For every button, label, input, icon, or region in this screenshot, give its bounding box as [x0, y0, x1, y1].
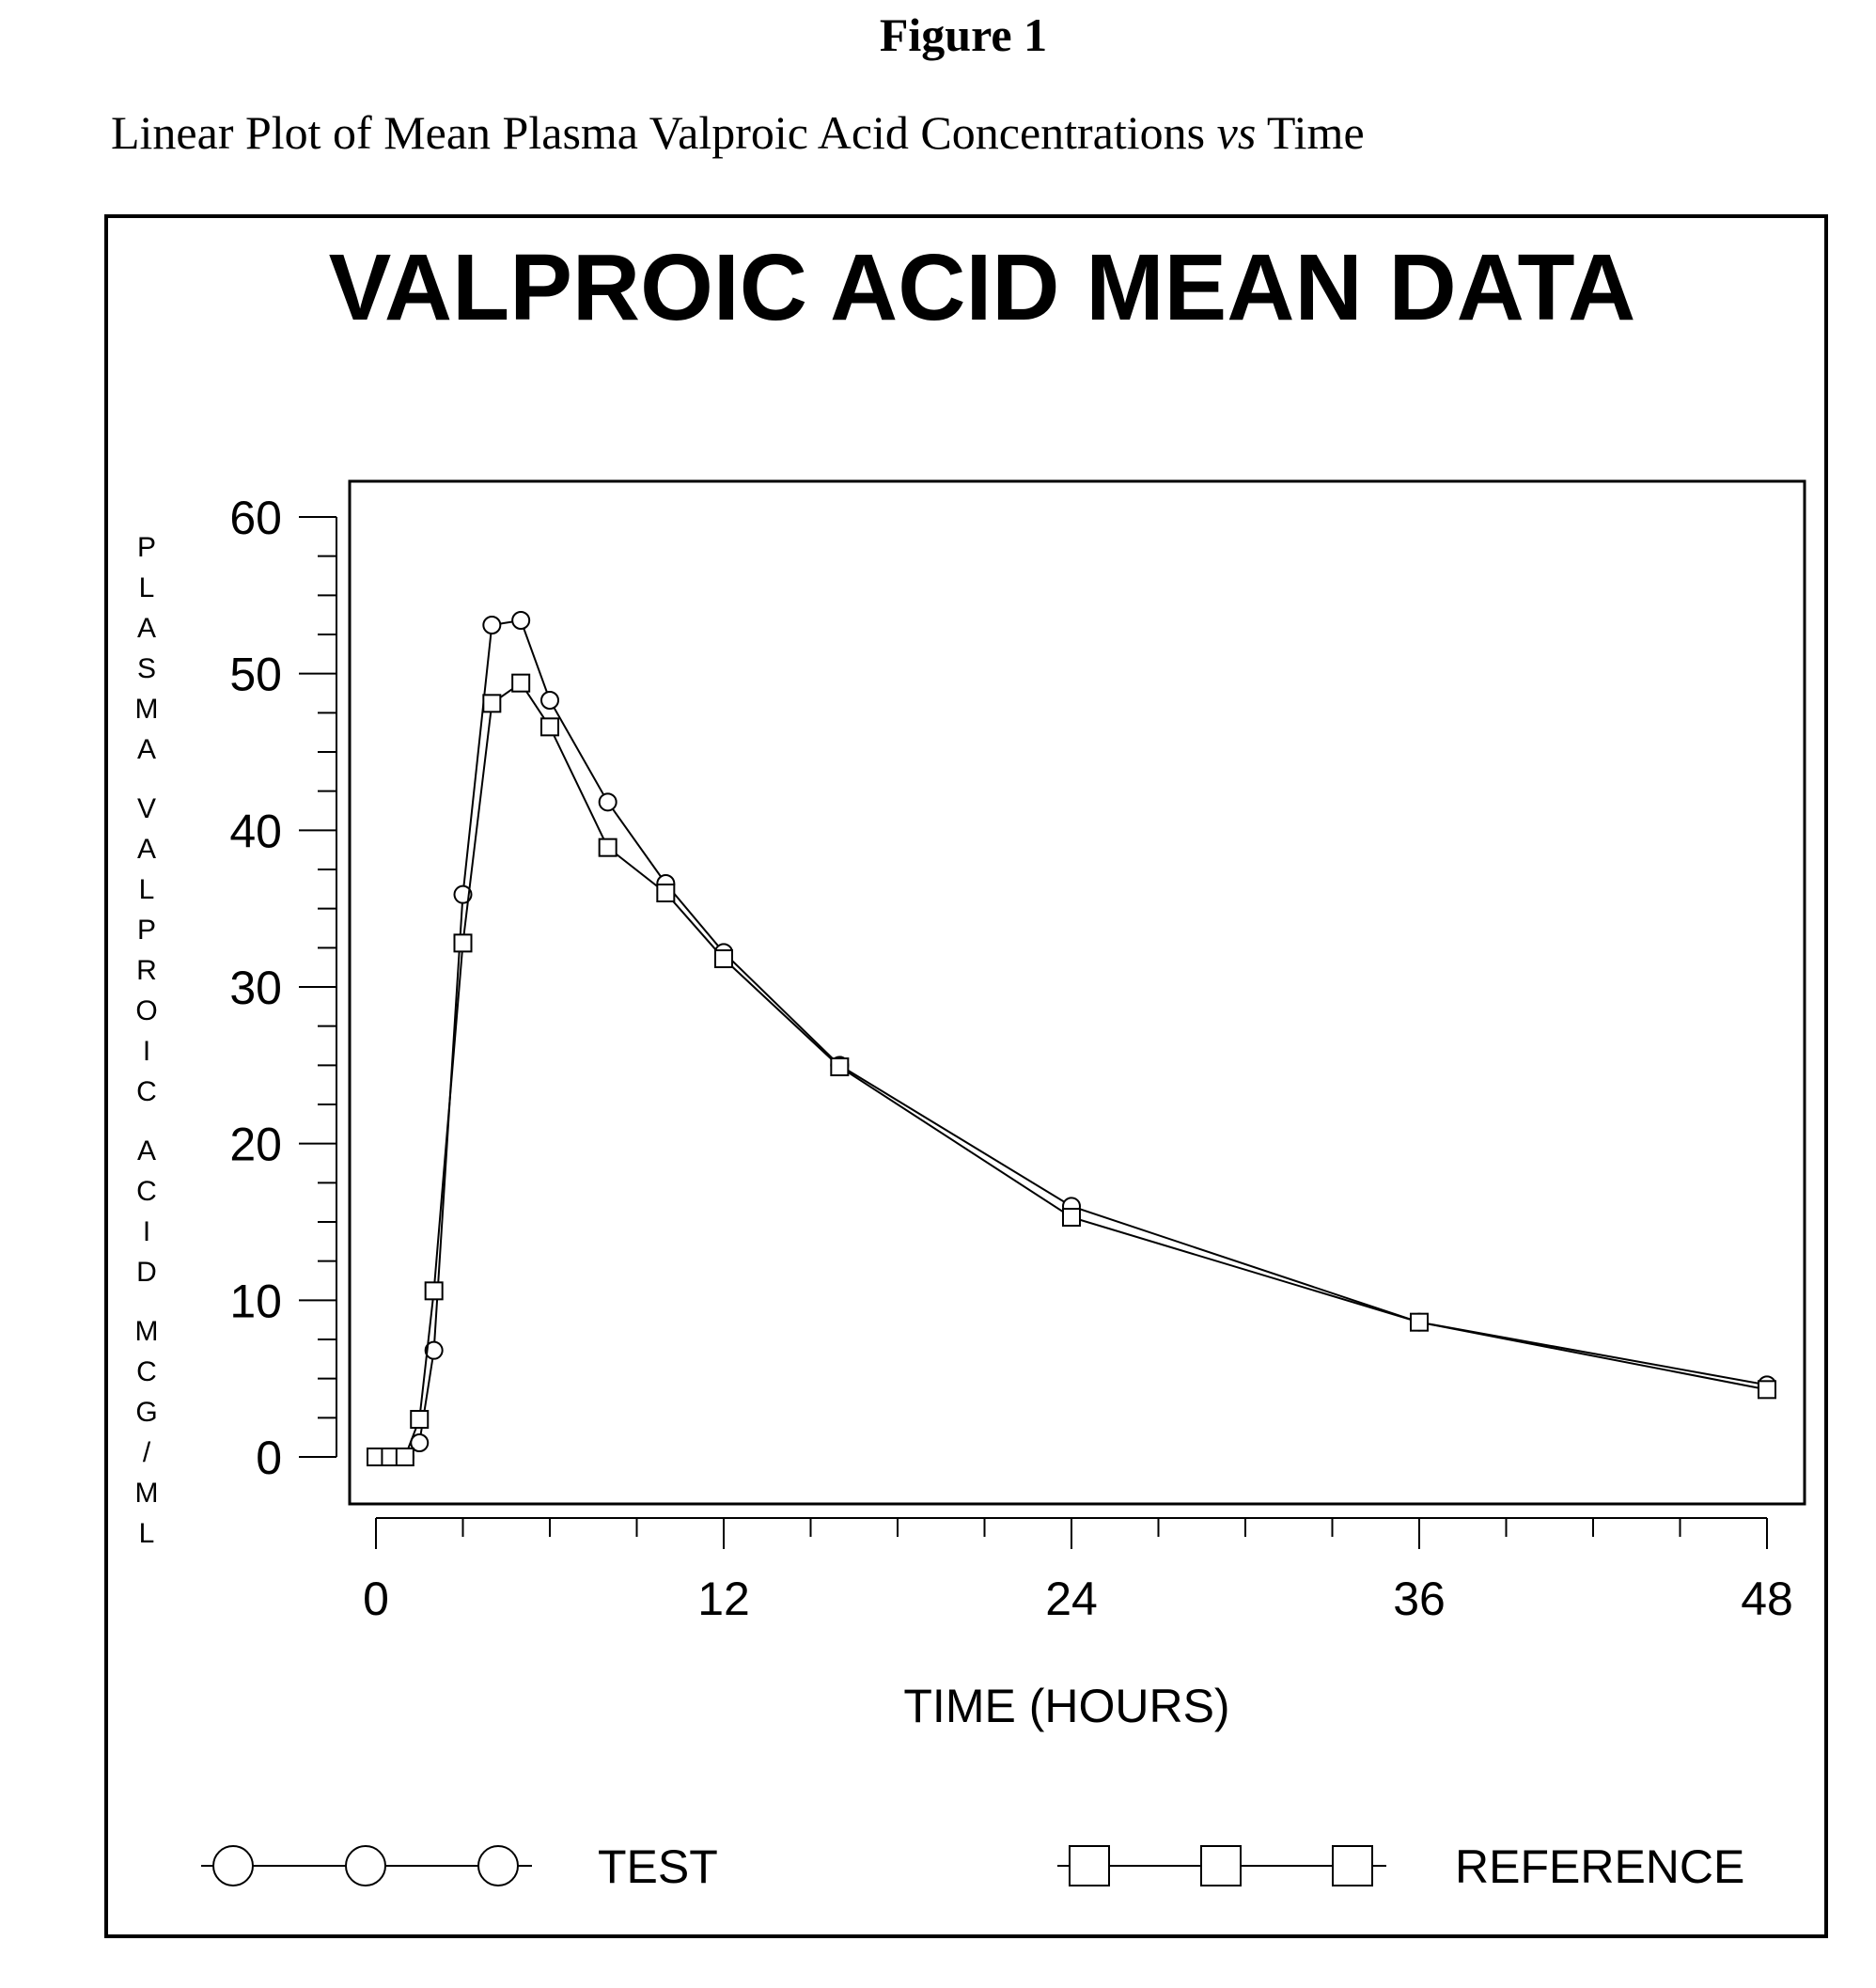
data-point — [598, 837, 618, 857]
y-tick-label: 50 — [229, 649, 282, 701]
caption-text-start: Linear Plot of Mean Plasma Valproic Acid… — [111, 106, 1217, 159]
y-axis-label-letter: I — [143, 1216, 150, 1247]
y-axis-label-letter: D — [136, 1257, 157, 1288]
chart-frame — [104, 214, 1828, 1938]
chart-title: VALPROIC ACID MEAN DATA — [329, 235, 1636, 340]
data-point — [656, 884, 676, 902]
data-point — [714, 949, 733, 968]
legend-marker — [1332, 1845, 1373, 1886]
y-axis: 0 10 20 30 40 50 60 — [229, 492, 337, 1484]
plot-border — [348, 479, 1806, 1506]
series-test — [367, 611, 1776, 1466]
figure-caption: Linear Plot of Mean Plasma Valproic Acid… — [111, 105, 1365, 160]
x-tick-label: 24 — [1045, 1573, 1098, 1625]
y-axis-label-letter: C — [136, 1356, 157, 1387]
data-point — [424, 1281, 444, 1301]
data-point — [1758, 1380, 1776, 1400]
y-tick-label: 30 — [229, 962, 282, 1014]
data-point — [410, 1410, 430, 1429]
y-tick-label: 60 — [229, 492, 282, 544]
data-point — [424, 1340, 444, 1360]
data-point — [395, 1448, 414, 1466]
y-axis-label-letter: O — [135, 995, 157, 1026]
data-point — [511, 611, 531, 630]
y-axis-label-letter: A — [137, 1135, 156, 1166]
y-axis-label-letter: V — [137, 793, 156, 824]
data-point — [482, 694, 502, 713]
y-tick-label: 10 — [229, 1275, 282, 1327]
y-axis-label-letter: I — [143, 1036, 150, 1067]
series-line — [376, 618, 1768, 1458]
y-axis-label-letter: R — [136, 955, 157, 986]
y-axis-label-letter: A — [137, 834, 156, 865]
y-axis-label-letter: A — [137, 734, 156, 765]
x-axis: 0 12 24 36 48 — [363, 1517, 1793, 1625]
y-axis-label-letter: A — [137, 613, 156, 644]
y-axis-label-letter: M — [135, 694, 159, 725]
legend-marker — [345, 1845, 386, 1886]
legend-label: TEST — [598, 1840, 718, 1893]
legend-marker — [1200, 1845, 1242, 1886]
legend-marker — [477, 1845, 519, 1886]
y-axis-label-letter: L — [139, 1518, 155, 1549]
caption-text-end: Time — [1256, 106, 1365, 159]
figure-label: Figure 1 — [879, 8, 1048, 61]
plot-area: 0 10 20 30 40 50 60 0 12 24 36 48 — [229, 479, 1806, 1625]
legend: TEST REFERENCE — [201, 1840, 1744, 1893]
data-point — [453, 884, 473, 904]
data-point — [1062, 1208, 1081, 1227]
legend-item-test: TEST — [201, 1840, 718, 1893]
series-reference — [367, 673, 1776, 1466]
data-point — [482, 616, 502, 634]
y-axis-label-letter: C — [136, 1176, 157, 1207]
x-tick-label: 12 — [697, 1573, 750, 1625]
data-point — [830, 1057, 850, 1076]
data-point — [453, 933, 473, 953]
legend-label: REFERENCE — [1455, 1840, 1744, 1893]
y-axis-label-letter: G — [135, 1397, 157, 1428]
y-axis-label-letter: C — [136, 1076, 157, 1107]
legend-marker — [1069, 1845, 1110, 1886]
x-tick-label: 36 — [1393, 1573, 1446, 1625]
y-axis-label-letter: P — [137, 915, 156, 946]
y-tick-label: 0 — [256, 1432, 282, 1484]
legend-marker — [212, 1845, 254, 1886]
y-axis-label-letter: S — [137, 653, 156, 684]
x-tick-label: 48 — [1741, 1573, 1793, 1625]
x-axis-label: TIME (HOURS) — [903, 1680, 1229, 1732]
data-point — [598, 792, 618, 812]
data-point — [540, 691, 559, 710]
series-line — [376, 681, 1768, 1458]
y-tick-label: 40 — [229, 805, 282, 857]
y-axis-label-letter: L — [139, 572, 155, 603]
legend-item-reference: REFERENCE — [1057, 1840, 1744, 1893]
x-tick-label: 0 — [363, 1573, 389, 1625]
data-point — [511, 673, 531, 693]
y-axis-label-letter: M — [135, 1478, 159, 1509]
y-axis-label-letter: L — [139, 874, 155, 905]
y-axis-label-letter: M — [135, 1316, 159, 1347]
caption-text-italic: vs — [1216, 106, 1257, 159]
data-point — [540, 717, 559, 737]
y-tick-label: 20 — [229, 1119, 282, 1171]
data-point — [1410, 1312, 1429, 1332]
y-axis-label-letter: / — [143, 1437, 151, 1468]
y-axis-label-letter: P — [137, 532, 156, 563]
